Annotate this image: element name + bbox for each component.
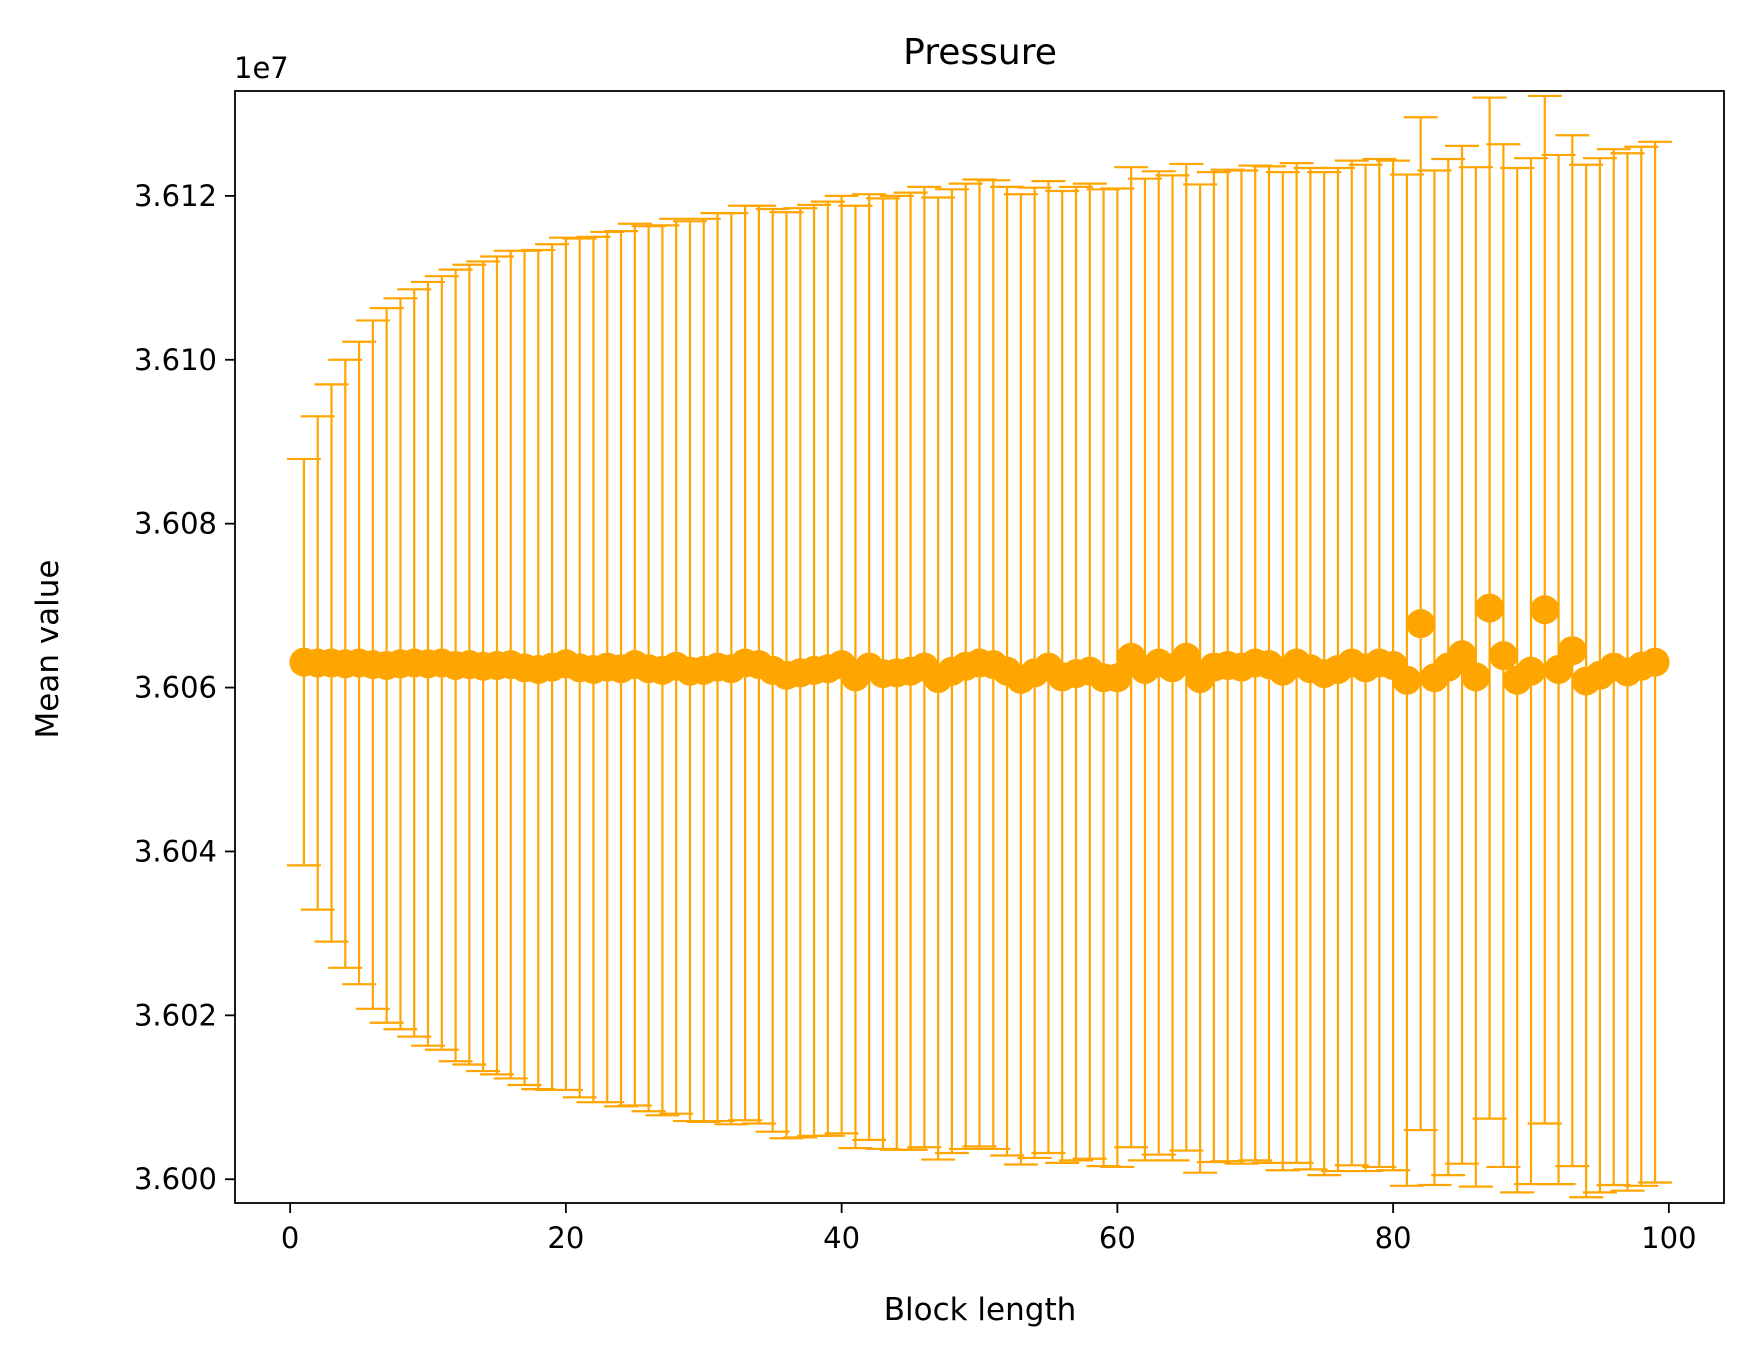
data-point [1461, 662, 1491, 692]
y-tick-label: 3.612 [134, 179, 217, 213]
data-point [1640, 647, 1670, 677]
y-axis-label: Mean value [30, 560, 66, 739]
y-axis-ticks: 3.600 3.602 3.604 3.606 3.608 3.610 3.612 [134, 179, 235, 1196]
data-point [1530, 595, 1560, 625]
chart-title: Pressure [903, 32, 1057, 73]
data-point [1475, 593, 1505, 623]
data-point [1102, 663, 1132, 693]
data-point [1447, 640, 1477, 670]
data-point [1171, 642, 1201, 672]
data-points [289, 593, 1670, 696]
y-tick-label: 3.610 [134, 343, 217, 377]
x-axis-ticks: 0 20 40 60 80 100 [281, 1203, 1697, 1255]
y-tick-label: 3.608 [134, 507, 217, 541]
data-point [1406, 609, 1436, 639]
data-point [1392, 665, 1422, 695]
x-tick-label: 40 [823, 1221, 860, 1255]
x-tick-label: 20 [547, 1221, 584, 1255]
y-tick-label: 3.606 [134, 671, 217, 705]
x-axis-label: Block length [884, 1292, 1077, 1328]
x-tick-label: 80 [1375, 1221, 1412, 1255]
y-tick-label: 3.604 [134, 834, 217, 868]
y-tick-label: 3.600 [134, 1162, 217, 1196]
data-point [1557, 636, 1587, 666]
y-offset-text: 1e7 [234, 51, 289, 85]
data-point [1488, 641, 1518, 671]
x-tick-label: 60 [1099, 1221, 1136, 1255]
x-tick-label: 100 [1641, 1221, 1696, 1255]
y-tick-label: 3.602 [134, 998, 217, 1032]
plot-frame [234, 90, 1725, 1204]
data-point [1516, 656, 1546, 686]
x-tick-label: 0 [281, 1221, 299, 1255]
